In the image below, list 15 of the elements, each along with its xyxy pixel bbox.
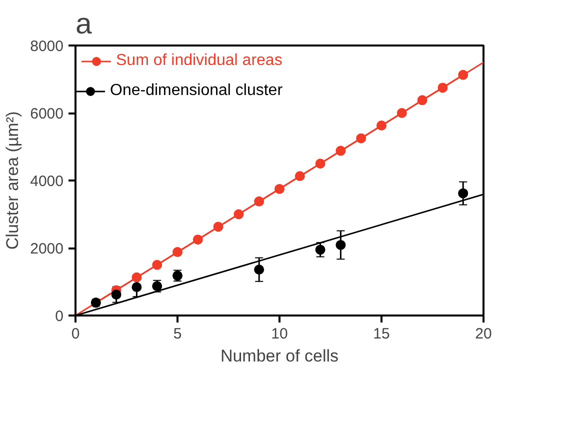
x-tick-label: 15 [373, 326, 390, 342]
y-tick-label: 2000 [30, 240, 64, 258]
legend-label: One-dimensional cluster [110, 82, 283, 100]
x-tick-label: 0 [71, 326, 80, 342]
y-tick-label: 8000 [30, 38, 64, 55]
x-tick-label: 5 [173, 326, 182, 342]
y-tick-label: 0 [55, 308, 64, 325]
y-tick-label: 4000 [30, 173, 64, 190]
x-tick-label: 10 [271, 326, 288, 342]
chart-title: a [76, 8, 92, 40]
y-tick-label: 6000 [30, 106, 64, 122]
legend-label: Sum of individual areas [116, 52, 282, 70]
x-tick-label: 20 [475, 326, 492, 342]
x-axis-title: Number of cells [220, 346, 339, 366]
y-axis-title: Cluster area (µm²) [3, 111, 22, 250]
